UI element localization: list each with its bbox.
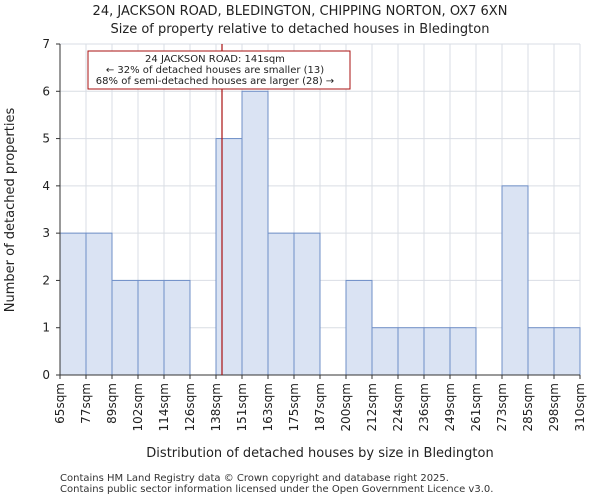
bar	[423, 327, 451, 376]
bar	[111, 279, 139, 376]
annotation-line-1: 24 JACKSON ROAD: 141sqm	[145, 54, 285, 65]
y-tick-label: 4	[42, 179, 50, 193]
x-tick-label: 102sqm	[131, 383, 145, 431]
x-tick-label: 138sqm	[209, 383, 223, 431]
x-tick-label: 298sqm	[547, 383, 561, 431]
y-tick-label: 6	[42, 84, 50, 98]
x-tick-label: 200sqm	[339, 383, 353, 431]
x-tick-label: 65sqm	[53, 383, 67, 424]
bar	[345, 279, 373, 376]
annotation-line-3: 68% of semi-detached houses are larger (…	[96, 76, 334, 87]
x-tick-label: 273sqm	[495, 383, 509, 431]
x-tick-label: 212sqm	[365, 383, 379, 431]
x-tick-label: 261sqm	[469, 383, 483, 431]
x-tick-label: 187sqm	[313, 383, 327, 431]
bar	[449, 327, 477, 376]
annotation-box	[87, 50, 351, 90]
x-tick-label: 89sqm	[105, 383, 119, 424]
bar	[501, 185, 529, 376]
bar	[267, 232, 295, 376]
x-tick-label: 249sqm	[443, 383, 457, 431]
y-tick-label: 7	[42, 37, 50, 51]
x-tick-label: 77sqm	[79, 383, 93, 424]
bar	[553, 327, 581, 376]
x-tick-label: 126sqm	[183, 383, 197, 431]
histogram-chart: 0 1 2 3 4 5 6 7 65sqm 77sqm 89sqm 102sqm 114sqm 126s…	[3, 37, 587, 461]
bar	[215, 138, 243, 376]
annotation: 24 JACKSON ROAD: 141sqm← 32% of detached…	[87, 50, 351, 90]
y-axis-label: Number of detached properties	[3, 108, 18, 313]
bars	[59, 90, 581, 376]
bar	[371, 327, 399, 376]
bar	[293, 232, 321, 376]
x-tick-label: 285sqm	[521, 383, 535, 431]
footer-line-2: Contains public sector information licen…	[60, 484, 494, 495]
x-tick-label: 236sqm	[417, 383, 431, 431]
x-tick-label: 224sqm	[391, 383, 405, 431]
bar	[85, 232, 113, 376]
bar	[137, 279, 165, 376]
bar	[527, 327, 555, 376]
chart-title-line-1: 24, JACKSON ROAD, BLEDINGTON, CHIPPING N…	[92, 4, 508, 19]
x-axis-label: Distribution of detached houses by size …	[146, 446, 493, 461]
annotation-line-2: ← 32% of detached houses are smaller (13…	[106, 65, 324, 76]
bar	[59, 232, 87, 376]
bar	[241, 90, 269, 376]
x-tick-label: 114sqm	[157, 383, 171, 431]
footer: Contains HM Land Registry data © Crown c…	[60, 473, 493, 495]
chart-title: 24, JACKSON ROAD, BLEDINGTON, CHIPPING N…	[0, 3, 600, 39]
bar	[163, 279, 191, 376]
bar	[397, 327, 425, 376]
chart-title-line-2: Size of property relative to detached ho…	[110, 22, 490, 37]
grid-lines	[59, 43, 581, 376]
y-tick-label: 1	[42, 321, 50, 335]
x-ticks: 65sqm 77sqm 89sqm 102sqm 114sqm 126sqm 138sqm 1…	[53, 375, 587, 431]
y-tick-label: 5	[42, 132, 50, 146]
x-tick-label: 175sqm	[287, 383, 301, 431]
x-tick-label: 163sqm	[261, 383, 275, 431]
y-ticks: 0 1 2 3 4 5 6 7	[42, 37, 60, 382]
footer-line-1: Contains HM Land Registry data © Crown c…	[60, 473, 449, 484]
x-tick-label: 310sqm	[573, 383, 587, 431]
x-tick-label: 151sqm	[235, 383, 249, 431]
y-tick-label: 0	[42, 368, 50, 382]
y-tick-label: 3	[42, 226, 50, 240]
y-tick-label: 2	[42, 273, 50, 287]
